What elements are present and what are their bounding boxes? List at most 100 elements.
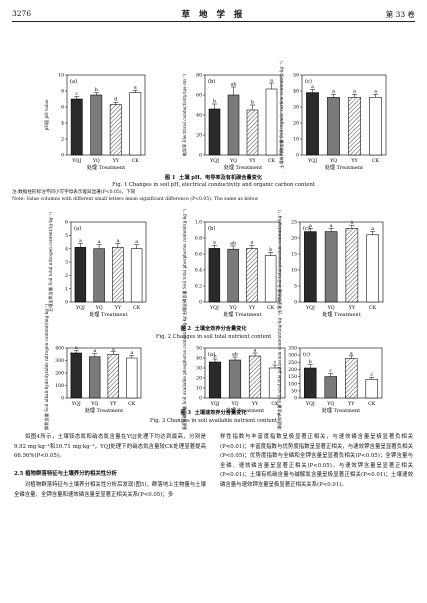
y-tick-label: 200 [55, 371, 64, 377]
fig1-caption-en: Fig. 1 Changes in soil pH, electrical co… [112, 182, 315, 188]
bar-YY [345, 228, 359, 303]
significance-letter: c [274, 361, 277, 366]
x-tick-label: YY [114, 305, 122, 311]
y-tick-label: 80 [196, 73, 202, 79]
bar-YQ [228, 359, 242, 399]
y-tick-label: 5 [294, 284, 297, 290]
y-tick-label: 30 [293, 105, 299, 111]
x-tick-label: YY [348, 305, 356, 311]
panel-label: (a) [74, 225, 81, 232]
y-tick-label: 0 [199, 300, 202, 306]
y-tick-label: 1.0 [195, 220, 202, 226]
paragraph-1: 如图4所示，土壤铵态氮和硝态氮含量在YQJ处理下均达到最高，分别是9.92 mg… [14, 434, 206, 460]
y-tick-label: 100 [288, 381, 297, 387]
significance-letter: a [116, 239, 119, 244]
x-tick-label: YQJ [75, 305, 85, 311]
y-tick-label: 20 [291, 236, 297, 242]
x-axis-label: 处理 Treatment [224, 164, 262, 171]
page-number: 3276 [12, 9, 32, 18]
x-axis-label: 处理 Treatment [85, 407, 123, 414]
x-tick-label: CK [372, 158, 380, 164]
chart-frame [299, 221, 384, 303]
bar-YQ [324, 376, 337, 399]
bar-YY [345, 358, 358, 399]
y-tick-label: 0 [199, 396, 202, 402]
chart-panel-1: 0 2 4 6 8 10 (a) pH值 pH value c YQJ b YQ d YY a CK 处理 Tr… [43, 73, 146, 171]
x-tick-label: YQJ [209, 305, 219, 311]
y-tick-label: 100 [55, 383, 64, 389]
fig1-note-cn: 注:数据柱形标注不同小写字母表示差异显著(P<0.05)，下同 [12, 190, 136, 195]
y-tick-label: 5 [65, 233, 68, 239]
y-tick-label: 50 [291, 388, 297, 394]
significance-letter: a [270, 79, 273, 84]
bar-YQ [227, 94, 240, 156]
x-axis-label: 处理 Treatment [322, 407, 360, 414]
panel-label: (b) [208, 225, 215, 232]
x-axis-label: 处理 Treatment [226, 407, 264, 414]
significance-letter: a [79, 239, 82, 244]
y-tick-label: 2 [65, 273, 68, 279]
x-tick-label: YQ [329, 158, 337, 164]
panel-label: (c) [303, 351, 310, 358]
chart-panel-3: 0 10 20 30 40 50 (c) 土壤有机碳含量 Soil organic carbo… [278, 61, 387, 171]
y-tick-label: 25 [291, 220, 297, 226]
significance-letter: a [135, 240, 138, 245]
bar-CK [129, 92, 142, 156]
x-tick-label: CK [133, 305, 141, 311]
paragraph-3: 样性指数与丰富度指数呈极显著正相关，与速效磷含量呈极显著负相关(P<0.01)；… [220, 434, 413, 488]
paragraph-2: 对植物群落特征与土壤养分相关性分析后发现(图5)，群落地上生物量与土壤全磷含量、… [14, 482, 206, 498]
bar-YQJ [304, 367, 317, 399]
x-axis-label: 处理 Treatment [223, 311, 261, 318]
x-axis-label: 处理 Treatment [322, 311, 360, 318]
bar-YQ [89, 356, 101, 399]
y-tick-label: 40 [293, 89, 299, 95]
y-tick-label: 350 [288, 346, 297, 352]
x-tick-label: YY [350, 158, 358, 164]
fig2-caption-cn: 图 2 土壤全效养分含量变化 [180, 326, 247, 332]
x-tick-label: YQ [327, 305, 335, 311]
chart-panel-8: 0 10 20 30 40 50 (a) 土壤速效磷含量 Soil available pho… [181, 310, 286, 430]
x-tick-label: CK [128, 401, 136, 407]
y-tick-label: 0 [199, 153, 202, 159]
y-tick-label: 0 [294, 300, 297, 306]
y-tick-label: 60 [196, 93, 202, 99]
x-tick-label: YQJ [305, 305, 315, 311]
y-tick-label: 3 [65, 260, 68, 266]
y-tick-label: 15 [291, 252, 297, 258]
fig3-caption-en: Fig. 3 Changes in soil available nutrien… [150, 418, 277, 424]
y-tick-label: 0 [61, 153, 64, 159]
y-axis-label: 土壤全氮含量 Soil total nitrogen content/(g·kg… [47, 212, 54, 313]
y-axis-label: 土壤全磷含量 Soil total phosphorus content/(g·… [181, 208, 188, 315]
significance-letter: a [311, 85, 314, 90]
x-tick-label: YY [109, 401, 117, 407]
x-tick-label: CK [268, 158, 276, 164]
x-tick-label: YQ [230, 401, 238, 407]
bar-CK [366, 234, 379, 303]
x-tick-label: CK [271, 401, 279, 407]
chart-frame [299, 347, 383, 399]
significance-letter: ab [231, 82, 237, 88]
significance-letter: a [374, 90, 377, 95]
y-axis-label: 土壤全钾含量 Soil total potassium content/(g·k… [276, 210, 283, 314]
fig3-caption-cn: 图 3 土壤速效养分含量变化 [180, 410, 247, 416]
significance-letter: b [269, 247, 272, 253]
significance-letter: a [353, 90, 356, 95]
significance-letter: b [213, 354, 216, 360]
significance-letter: a [134, 86, 137, 91]
y-tick-label: 50 [196, 346, 202, 352]
y-tick-label: 40 [196, 356, 202, 362]
x-tick-label: YY [112, 158, 120, 164]
fig1-caption-cn: 图 1 土壤 pH、电导率及有机碳含量变化 [164, 175, 263, 181]
y-tick-label: 6 [61, 105, 64, 111]
bar-YY [112, 247, 124, 303]
page-header: 3276 草 地 学 报 第 33 卷 [12, 7, 415, 21]
x-tick-label: CK [368, 401, 376, 407]
significance-letter: a [332, 90, 335, 95]
x-tick-label: YQJ [305, 401, 315, 407]
x-tick-label: YQ [95, 305, 103, 311]
y-tick-label: 40 [196, 113, 202, 119]
bar-CK [265, 88, 278, 156]
bar-CK [130, 248, 143, 303]
significance-letter: c [75, 92, 78, 97]
